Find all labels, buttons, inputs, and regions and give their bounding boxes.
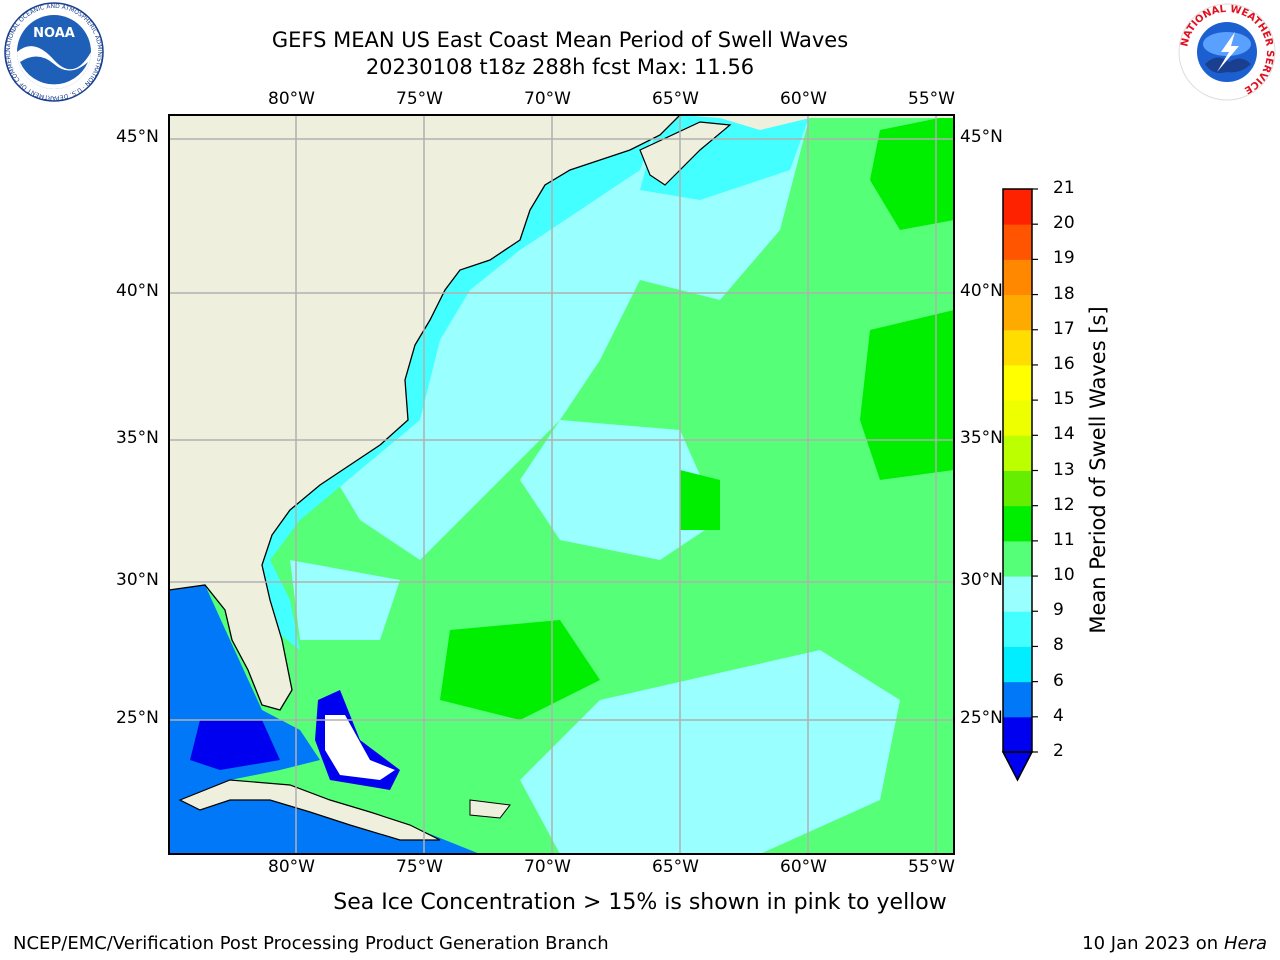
lon-label-bottom: 70°W [524,857,571,877]
colorbar-level-label: 16 [1053,353,1075,374]
credit-right: 10 Jan 2023 on Hera [1082,933,1267,954]
lon-label-bottom: 55°W [908,857,955,877]
colorbar-segment [1003,259,1032,296]
machine-name: Hera [1223,933,1267,954]
lon-label-top: 55°W [908,89,955,109]
colorbar-segment [1003,329,1032,366]
lat-label-right: 25°N [960,708,1003,728]
lat-label-left: 25°N [116,708,159,728]
lon-label-top: 70°W [524,89,571,109]
land-nova-scotia [639,121,732,186]
colorbar-level-label: 10 [1053,565,1075,586]
gulf-field-low [190,720,280,770]
colorbar-segment [1003,435,1032,471]
colorbar-segment [1003,470,1032,507]
colorbar-segment [1003,294,1032,331]
colorbar-level-label: 9 [1053,600,1064,621]
lat-label-left: 35°N [116,428,159,448]
title-line-2: 20230108 t18z 288h fcst Max: 11.56 [365,55,755,79]
colorbar-level-label: 11 [1053,529,1075,550]
colorbar-segment [1003,505,1032,542]
lat-label-left: 30°N [116,570,159,590]
field-8-9s-south [520,650,900,854]
field-8-9s-north [330,115,810,560]
colorbar-level-label: 2 [1053,741,1064,761]
colorbar-segment [1003,400,1032,436]
colorbar-level-label: 15 [1053,389,1075,410]
noaa-text: NOAA [33,26,75,41]
field-8-9s-coast [290,560,400,640]
date-text: 10 Jan 2023 on [1082,933,1219,954]
colorbar-level-label: 8 [1053,635,1064,656]
colorbar-segment [1003,646,1032,683]
lon-label-bottom: 80°W [268,857,315,877]
nws-logo: NATIONAL WEATHER SERVICE [1178,3,1276,101]
land-newfoundland-strip [680,115,954,130]
sea-ice-note: Sea Ice Concentration > 15% is shown in … [333,890,947,915]
field-10-11s-center [680,470,720,530]
colorbar-segment [1003,540,1032,577]
lon-label-top: 75°W [396,89,443,109]
lat-label-left: 45°N [116,127,159,147]
lon-label-top: 65°W [652,89,699,109]
bahamas-banks [325,715,395,780]
colorbar-level-label: 13 [1053,459,1075,480]
title-line-1: GEFS MEAN US East Coast Mean Period of S… [271,28,849,52]
colorbar-level-label: 14 [1053,424,1075,445]
colorbar-segment [1003,224,1032,260]
colorbar-level-label: 18 [1053,283,1075,304]
lat-label-right: 45°N [960,127,1003,147]
noaa-logo: NATIONAL OCEANIC AND ATMOSPHERIC ADMINIS… [4,2,104,102]
colorbar-level-label: 12 [1053,494,1075,515]
lon-label-bottom: 75°W [396,857,443,877]
colorbar-segment [1003,716,1032,753]
field-10-11s-e [860,310,954,480]
colorbar-segment [1003,611,1032,647]
lon-label-top: 60°W [780,89,827,109]
lon-label-bottom: 60°W [780,857,827,877]
credit-left: NCEP/EMC/Verification Post Processing Pr… [13,933,609,954]
colorbar-segment [1003,681,1032,718]
colorbar-level-label: 20 [1053,213,1075,234]
colorbar-level-label: 4 [1053,705,1064,726]
land-hispaniola [469,799,511,819]
colorbar-level-label: 6 [1053,670,1064,691]
lat-label-left: 40°N [116,281,159,301]
field-6-8s-coast [240,115,660,650]
colorbar-segment [1003,364,1032,401]
lat-label-right: 30°N [960,570,1003,590]
colorbar-level-label: 21 [1053,178,1075,198]
colorbar-level-label: 17 [1053,318,1075,339]
lon-label-top: 80°W [268,89,315,109]
colorbar-under-arrow [1001,751,1034,782]
field-10-11s-ne [870,115,954,230]
colorbar-segment [1003,189,1032,225]
colorbar-segment [1003,576,1032,612]
lat-label-right: 35°N [960,428,1003,448]
colorbar-level-label: 19 [1053,248,1075,269]
field-8-9s-mid [520,420,720,560]
map-frame [168,114,955,855]
lon-label-bottom: 65°W [652,857,699,877]
graticule [169,115,954,854]
colorbar-title: Mean Period of Swell Waves [s] [1086,306,1110,634]
field-10-11s-sw [440,620,600,720]
lat-label-right: 40°N [960,281,1003,301]
